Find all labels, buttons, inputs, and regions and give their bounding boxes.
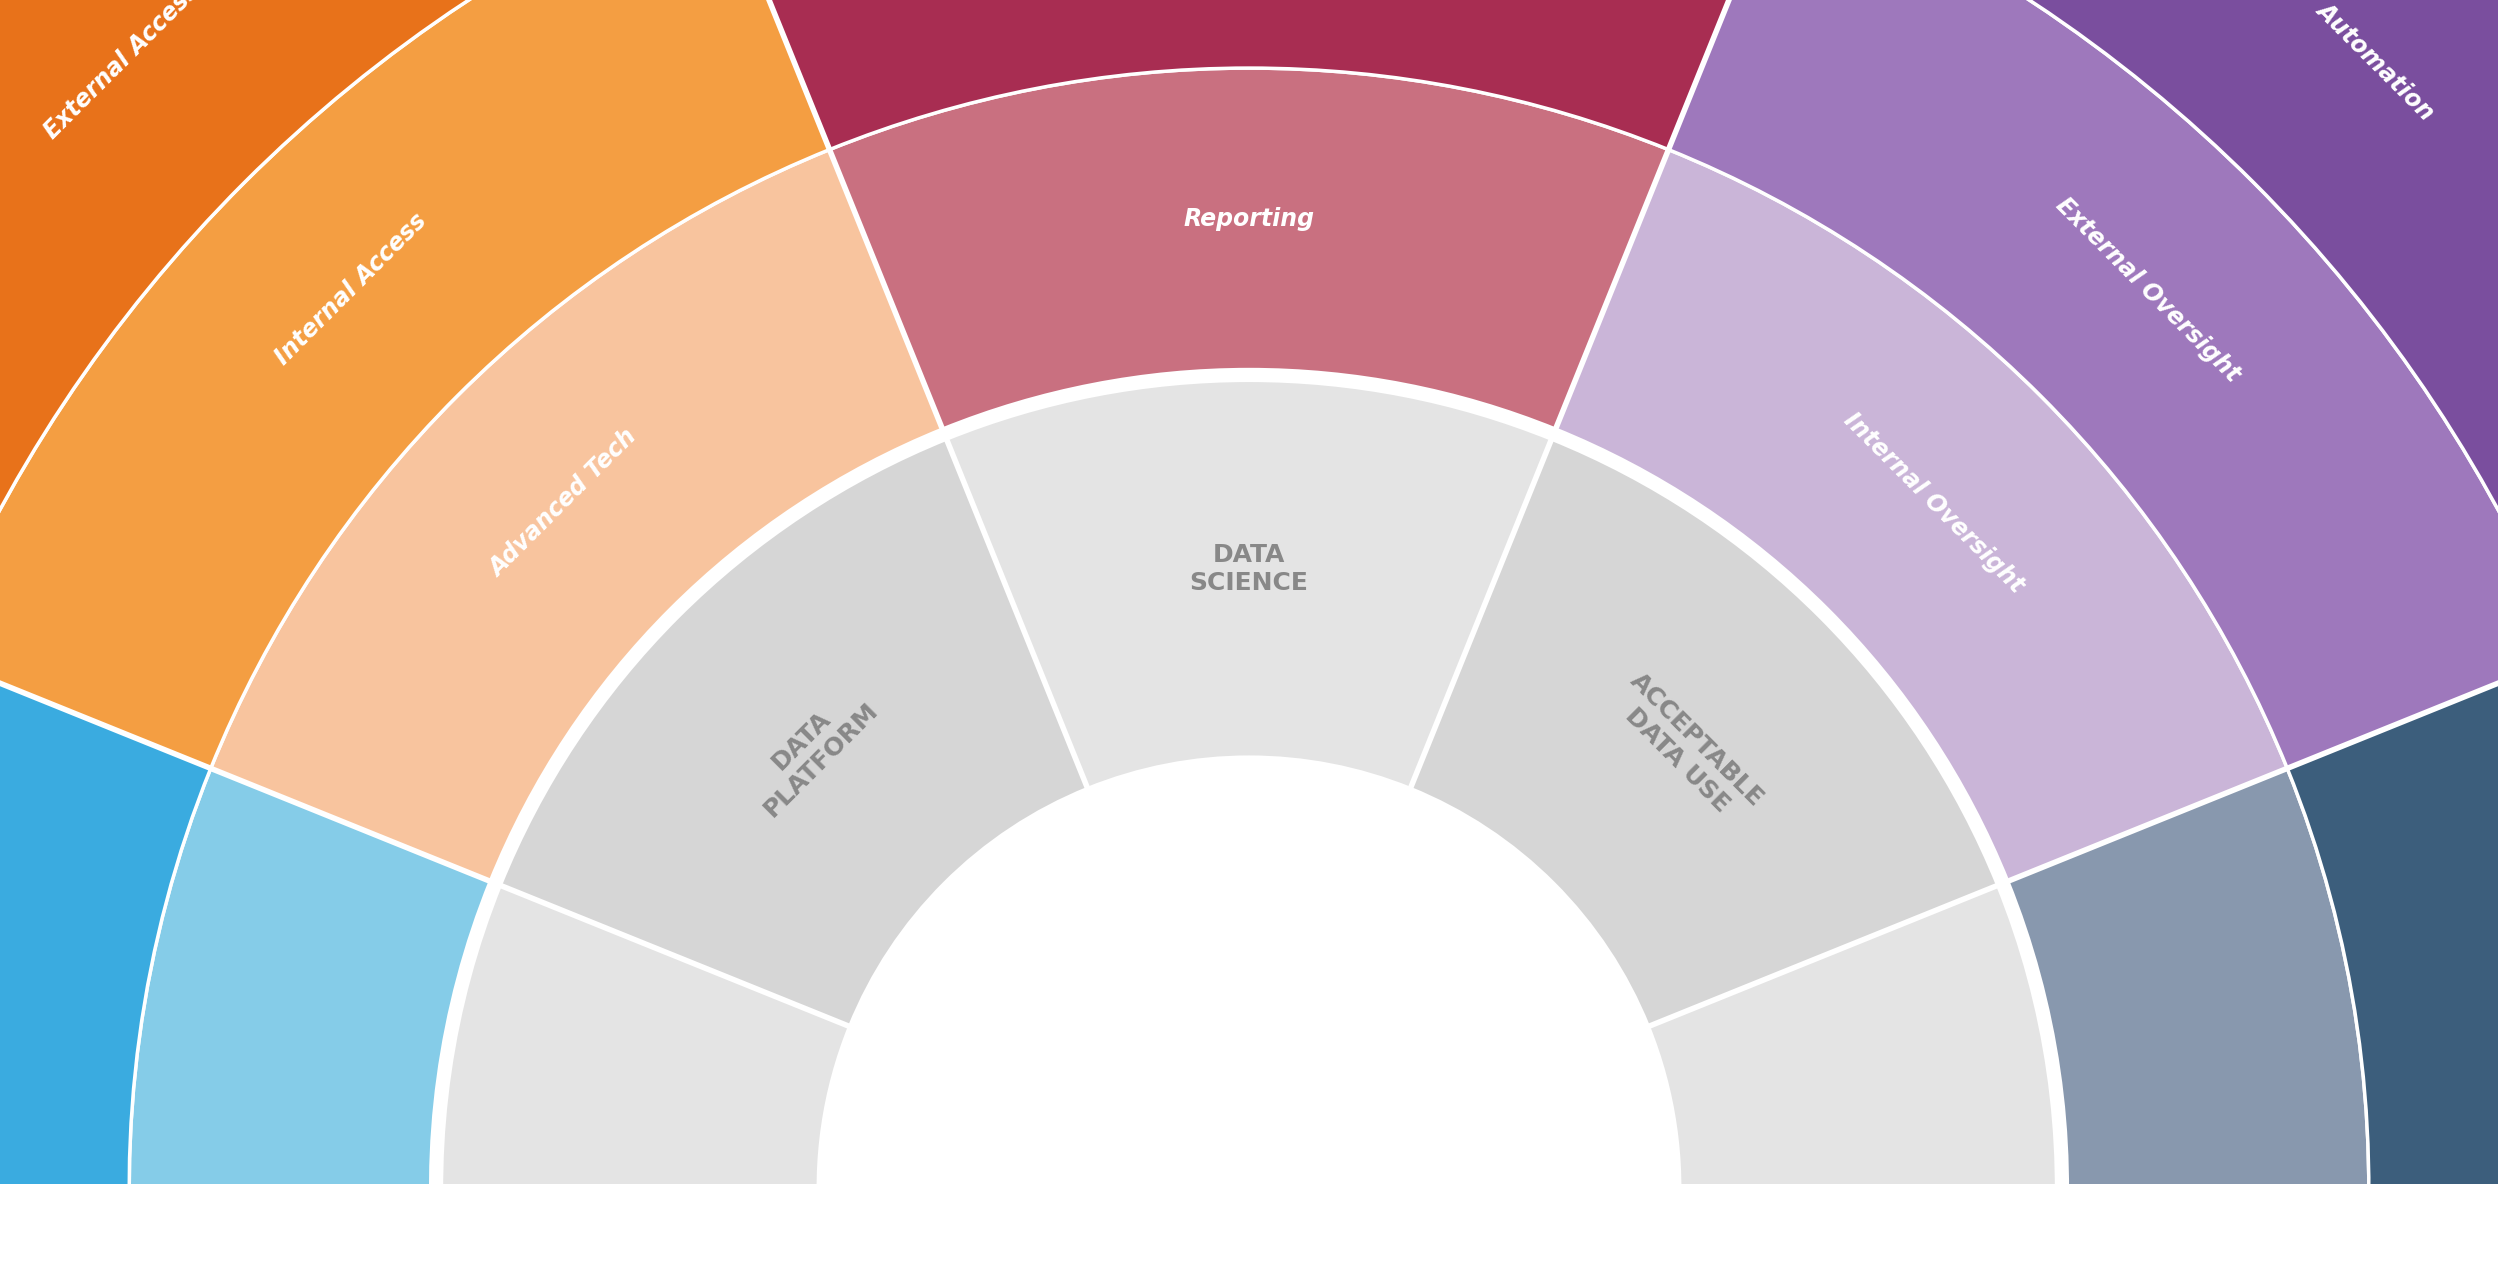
Wedge shape [442,885,887,1274]
Wedge shape [947,381,1551,789]
Text: Internal Oversight: Internal Oversight [1839,408,2028,598]
Text: DATA
PLATFORM: DATA PLATFORM [739,679,882,822]
Wedge shape [0,0,829,768]
Text: CUSTOMER
UNDERSTANDING: CUSTOMER UNDERSTANDING [1744,1222,1986,1273]
Wedge shape [2188,655,2498,1274]
Wedge shape [0,526,85,1274]
Text: Cocreation: Cocreation [2496,1237,2498,1274]
Text: External Oversight: External Oversight [2051,192,2243,386]
Text: Automation: Automation [2313,0,2441,125]
Wedge shape [500,440,1087,1027]
Text: Integrated Data: Integrated Data [0,1224,10,1274]
Text: Internal Access: Internal Access [270,209,432,369]
Wedge shape [0,0,717,655]
Text: Master Data: Master Data [265,1215,307,1274]
Wedge shape [1781,0,2498,655]
Wedge shape [717,0,1781,149]
Circle shape [829,768,1669,1274]
Wedge shape [1611,885,2056,1274]
Wedge shape [1411,440,1998,1027]
Wedge shape [0,655,332,1274]
Wedge shape [1556,149,2288,882]
Wedge shape [1669,0,2498,768]
Wedge shape [1936,768,2368,1274]
Bar [0,1184,2498,1274]
Wedge shape [2441,526,2498,1274]
Text: Advanced Tech: Advanced Tech [485,424,642,581]
Wedge shape [130,768,580,1274]
Text: External Access: External Access [40,0,205,144]
Text: DATA
ASSET: DATA ASSET [602,1201,662,1274]
Wedge shape [210,149,942,882]
Wedge shape [829,68,1669,429]
Circle shape [829,768,1669,1274]
Text: Reporting: Reporting [1184,206,1314,231]
Text: ACCEPTABLE
DATA USE: ACCEPTABLE DATA USE [1606,669,1769,831]
Text: Sensemaking: Sensemaking [2193,1191,2233,1274]
Text: DATA
SCIENCE: DATA SCIENCE [1189,543,1309,595]
